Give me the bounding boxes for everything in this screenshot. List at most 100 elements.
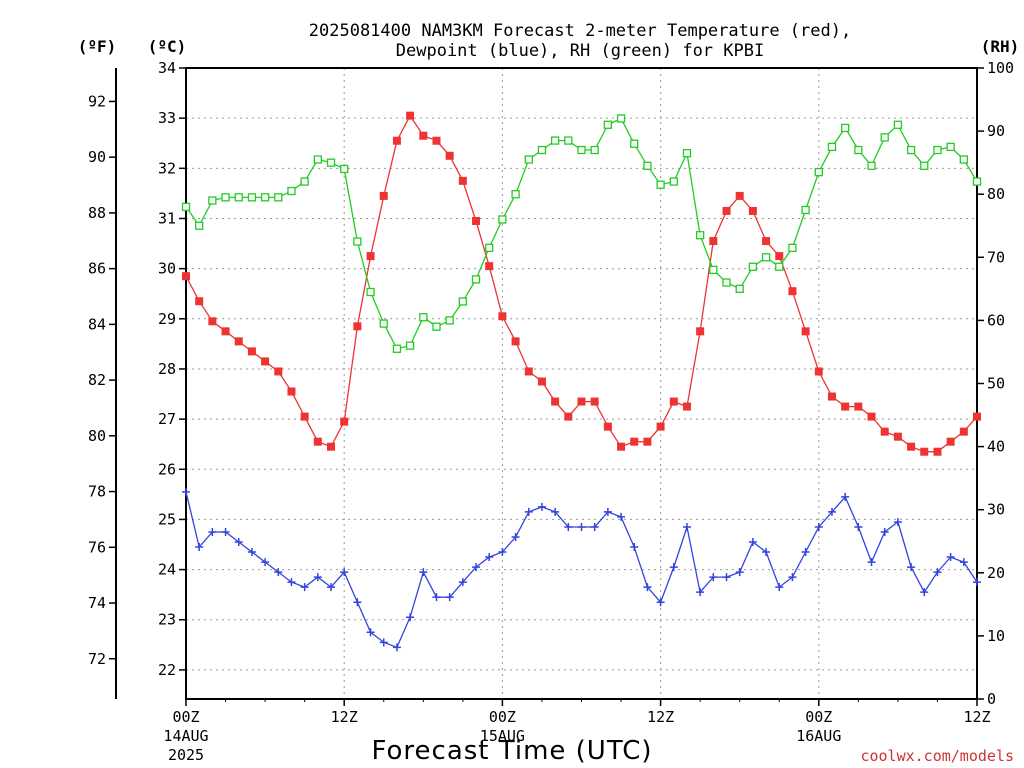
- rh-point: [801, 205, 810, 215]
- celsius-axis: 22 23 24 25 26 27 28 29 30 31 32 33 34: [158, 59, 186, 679]
- dewpoint-point: [300, 583, 309, 592]
- dewpoint-point: [762, 548, 771, 557]
- time-tick-label: 12Z: [331, 708, 358, 726]
- temperature-point: [195, 297, 204, 306]
- rh-point: [550, 136, 560, 145]
- temperature-point: [406, 111, 415, 120]
- dewpoint-point: [735, 568, 744, 577]
- dewpoint-point: [590, 522, 599, 531]
- fahrenheit-tick-label: 78: [88, 483, 106, 501]
- dewpoint-point: [907, 563, 916, 572]
- celsius-unit-label: (ºC): [148, 37, 187, 56]
- dewpoint-point: [682, 522, 691, 531]
- temperature-series: [182, 111, 981, 456]
- rh-point: [485, 243, 494, 252]
- temperature-point: [537, 377, 546, 386]
- dewpoint-point: [801, 548, 810, 557]
- rh-point: [682, 149, 692, 158]
- rh-point: [841, 123, 850, 133]
- dewpoint-point: [498, 548, 507, 557]
- rh-point: [471, 275, 481, 284]
- temperature-point: [182, 272, 190, 281]
- dewpoint-point: [340, 568, 349, 577]
- dewpoint-point: [537, 502, 546, 511]
- temperature-point: [801, 327, 810, 336]
- dewpoint-point: [959, 558, 968, 567]
- rh-point: [498, 215, 507, 224]
- fahrenheit-tick-label: 74: [88, 594, 106, 612]
- celsius-tick-label: 32: [158, 159, 176, 177]
- rh-point: [656, 180, 665, 189]
- dewpoint-point: [485, 553, 494, 562]
- celsius-tick-label: 23: [158, 611, 176, 629]
- chart-title-line-1: 2025081400 NAM3KM Forecast 2-meter Tempe…: [309, 21, 851, 41]
- celsius-tick-label: 31: [158, 209, 176, 227]
- rh-point: [893, 120, 903, 129]
- dewpoint-point: [775, 583, 784, 592]
- dewpoint-point: [603, 507, 612, 516]
- temperature-point: [880, 427, 889, 436]
- rh-point: [709, 265, 718, 275]
- temperature-point: [551, 397, 560, 406]
- dewpoint-point: [669, 563, 678, 572]
- time-tick-date: 16AUG: [796, 727, 841, 745]
- rh-point: [748, 262, 758, 271]
- dewpoint-point: [445, 593, 454, 602]
- rh-series: [181, 114, 982, 353]
- dewpoint-point: [511, 532, 520, 541]
- rh-point: [260, 193, 270, 202]
- rh-point: [340, 164, 349, 174]
- dewpoint-point: [933, 568, 942, 577]
- temperature-point: [788, 287, 797, 296]
- dewpoint-point: [432, 593, 441, 602]
- rh-axis: 0 10 20 30 40 50 60 70 80 90 100: [977, 59, 1014, 708]
- rh-point: [524, 155, 533, 164]
- dewpoint-point: [195, 543, 204, 552]
- rh-point: [920, 161, 929, 170]
- temperature-point: [313, 437, 322, 446]
- rh-point: [405, 341, 415, 350]
- dewpoint-point: [880, 527, 889, 536]
- temperature-point: [854, 402, 863, 411]
- rh-point: [287, 186, 296, 196]
- temperature-point: [564, 412, 573, 421]
- dewpoint-point: [406, 613, 415, 622]
- rh-tick-label: 10: [987, 627, 1005, 645]
- rh-tick-label: 40: [987, 438, 1005, 456]
- temperature-point: [274, 367, 283, 376]
- time-tick-label: 12Z: [963, 708, 990, 726]
- dewpoint-point: [841, 492, 850, 501]
- dewpoint-point: [630, 543, 639, 552]
- dewpoint-point: [920, 588, 929, 597]
- temperature-point: [485, 262, 494, 271]
- temperature-point: [261, 357, 270, 366]
- temperature-point: [656, 422, 665, 431]
- rh-tick-label: 30: [987, 501, 1005, 519]
- dewpoint-point: [472, 563, 481, 572]
- fahrenheit-tick-label: 88: [88, 204, 106, 222]
- temperature-point: [946, 437, 955, 446]
- dewpoint-point: [524, 507, 533, 516]
- time-tick-label: 00Z: [805, 708, 832, 726]
- fahrenheit-unit-label: (ºF): [78, 37, 117, 56]
- temperature-point: [300, 412, 309, 421]
- temperature-point: [827, 392, 836, 401]
- dewpoint-point: [182, 487, 190, 496]
- dewpoint-point: [313, 573, 322, 582]
- temperature-point: [234, 337, 243, 346]
- temperature-point: [524, 367, 533, 376]
- dewpoint-point: [234, 538, 243, 547]
- temperature-point: [340, 417, 349, 426]
- rh-point: [221, 193, 230, 202]
- fahrenheit-tick-label: 76: [88, 538, 106, 556]
- temperature-point: [920, 447, 929, 456]
- temperature-point: [327, 442, 336, 451]
- dewpoint-point: [709, 573, 718, 582]
- axes: [185, 67, 978, 700]
- temperature-point: [603, 422, 612, 431]
- time-tick-date: 14AUG: [163, 727, 208, 745]
- temperature-point: [748, 206, 757, 215]
- fahrenheit-tick-label: 86: [88, 260, 106, 278]
- celsius-tick-label: 30: [158, 260, 176, 278]
